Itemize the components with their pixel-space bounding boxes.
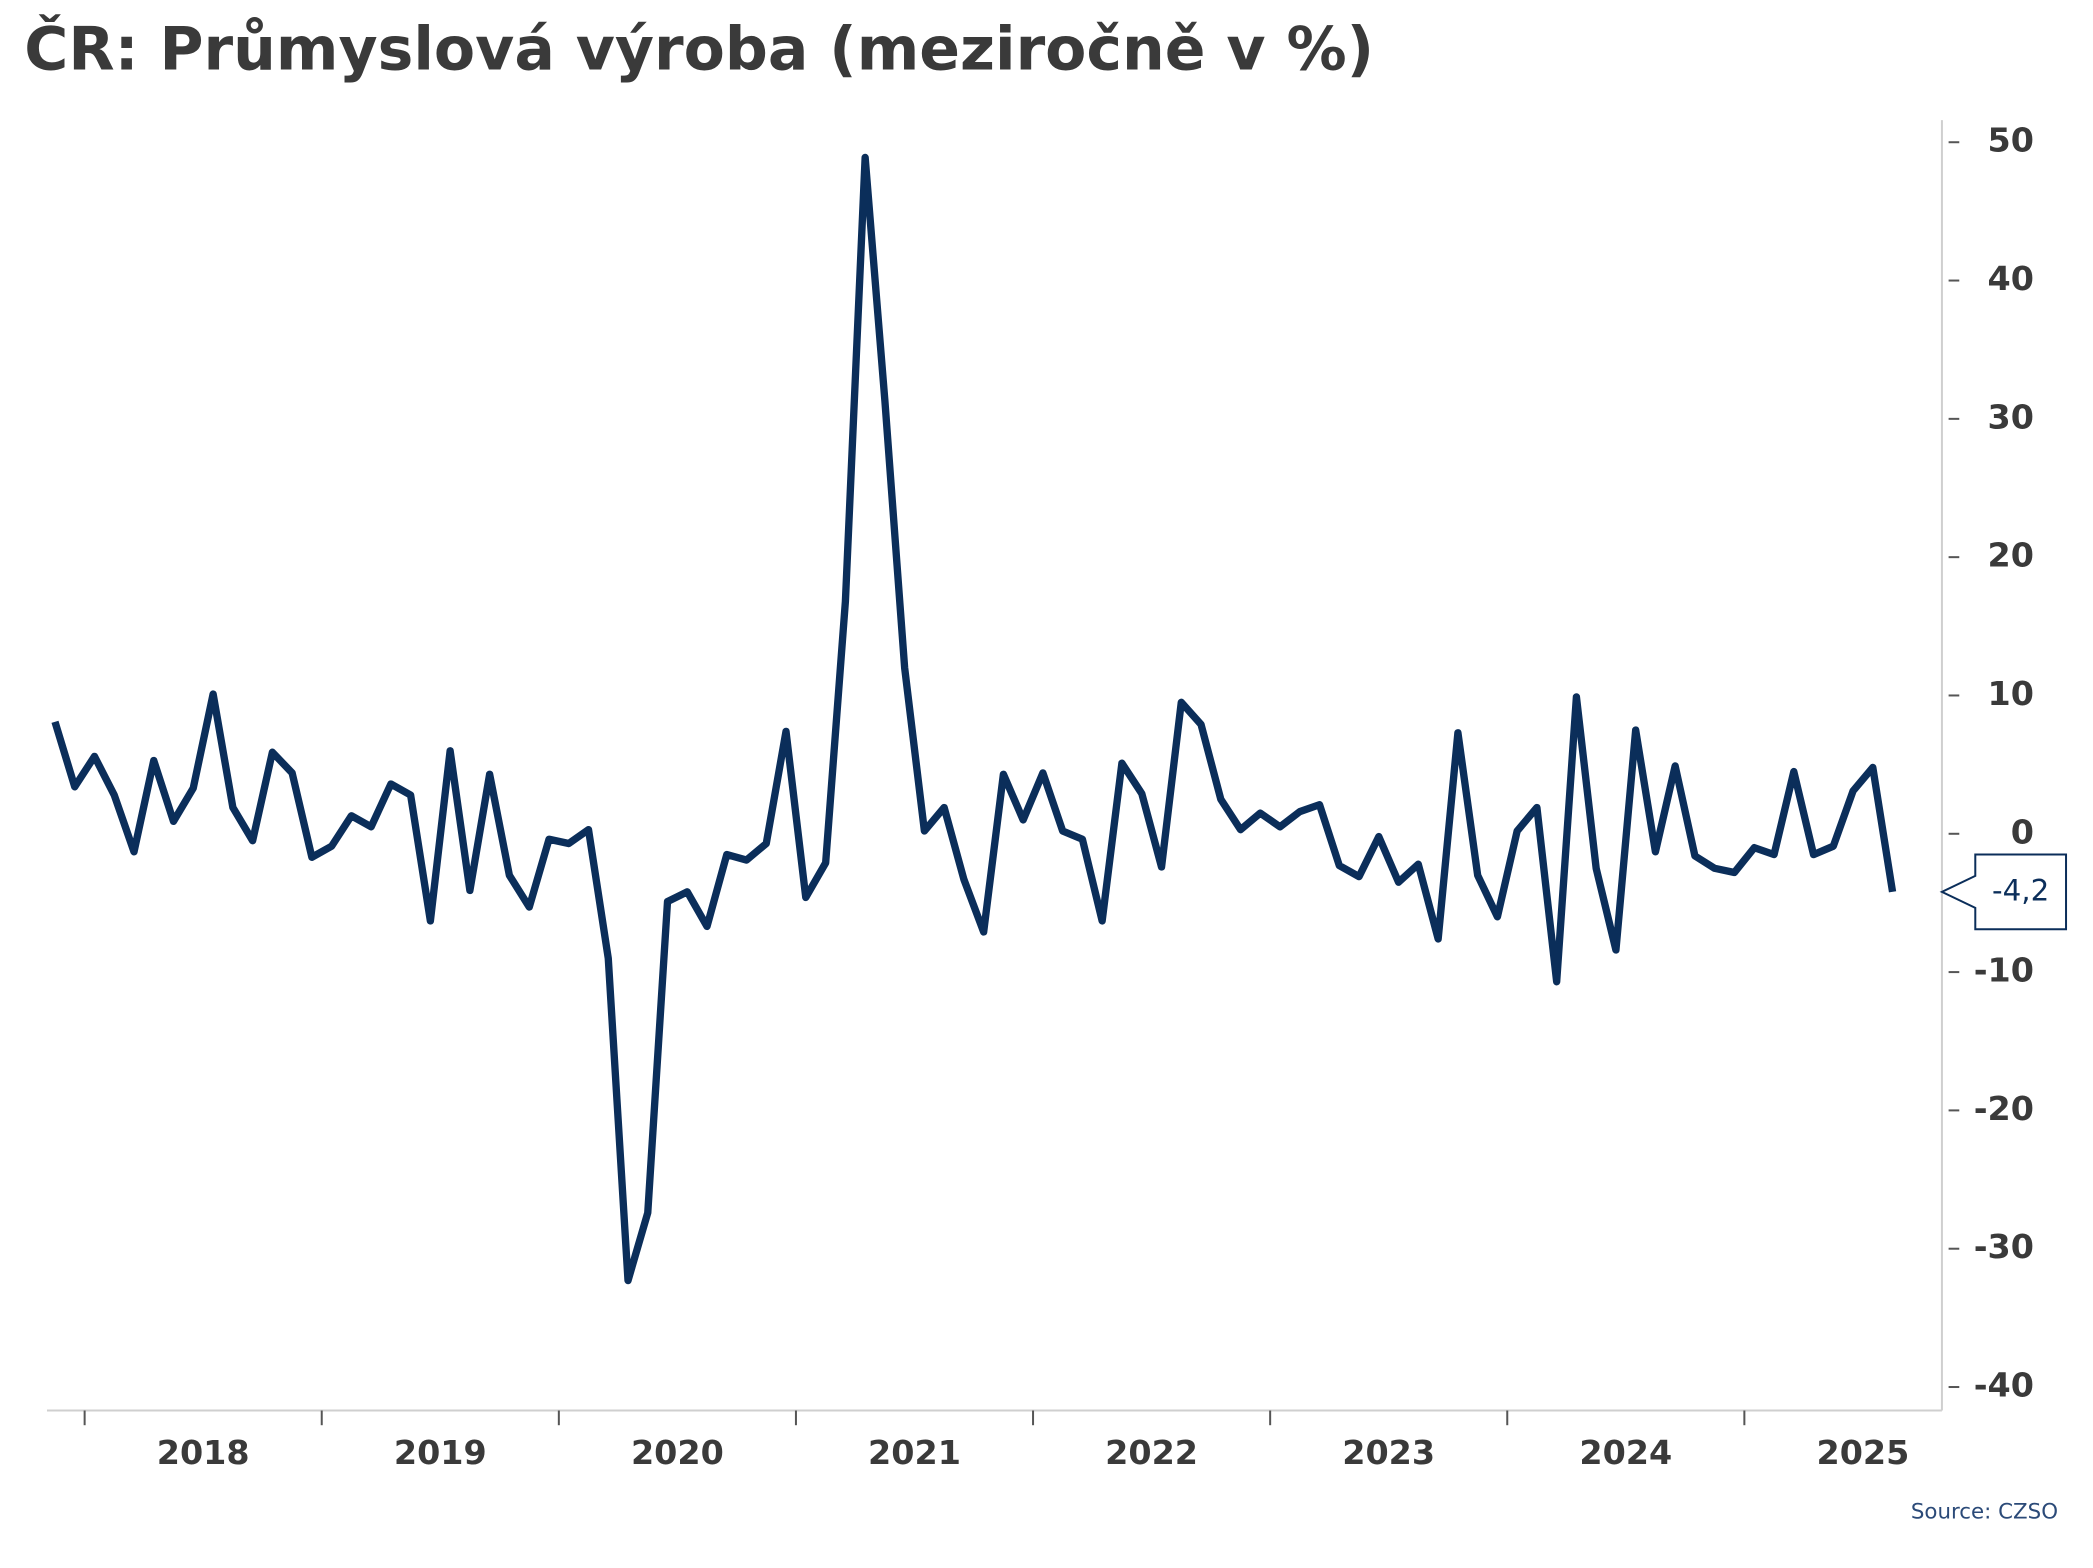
x-tick-label: 2023 (1342, 1433, 1435, 1472)
x-tick-label: 2022 (1105, 1433, 1198, 1472)
x-tick-label: 2020 (631, 1433, 724, 1472)
x-tick-label: 2019 (394, 1433, 487, 1472)
y-tick-label: -20 (1974, 1089, 2034, 1128)
value-label: -4,2 (1992, 873, 2049, 907)
y-tick-label: 30 (1988, 397, 2034, 436)
y-tick-label: 0 (2011, 812, 2034, 851)
x-tick-label: 2025 (1816, 1433, 1909, 1472)
y-tick-label: 50 (1988, 121, 2034, 160)
callout-box (1939, 853, 2068, 931)
y-tick-label: 10 (1988, 674, 2034, 713)
y-tick-label: 20 (1988, 536, 2034, 575)
line-series (51, 153, 1897, 1285)
y-tick-label: -10 (1974, 951, 2034, 990)
chart-title: ČR: Průmyslová výroba (meziročně v %) (24, 13, 1374, 84)
y-tick-label: 40 (1988, 259, 2034, 298)
x-tick-label: 2018 (157, 1433, 250, 1472)
y-tick-label: -30 (1974, 1227, 2034, 1266)
x-tick-label: 2024 (1579, 1433, 1672, 1472)
y-tick-label: -40 (1974, 1366, 2034, 1405)
source: Source: CZSO (1911, 1500, 2058, 1525)
x-tick-label: 2021 (868, 1433, 961, 1472)
